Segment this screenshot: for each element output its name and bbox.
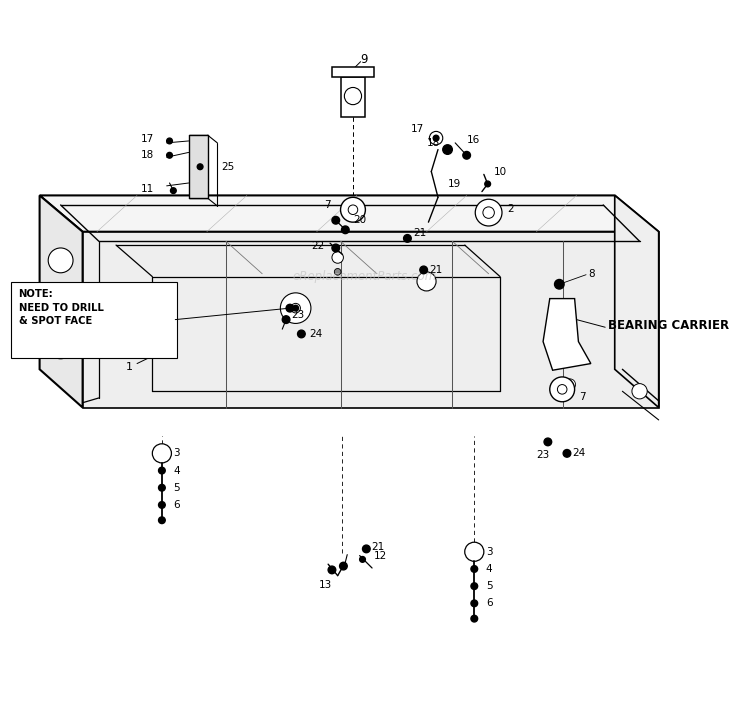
Circle shape	[430, 132, 442, 144]
Circle shape	[334, 268, 341, 275]
Circle shape	[166, 152, 172, 158]
Circle shape	[48, 248, 73, 273]
Text: BEARING CARRIER: BEARING CARRIER	[608, 319, 729, 332]
Circle shape	[362, 545, 370, 553]
Text: 25: 25	[221, 161, 234, 172]
Circle shape	[360, 556, 365, 562]
Text: eReplacementParts.com: eReplacementParts.com	[292, 270, 436, 283]
Circle shape	[417, 272, 436, 291]
Text: 13: 13	[319, 580, 332, 590]
Text: 23: 23	[291, 310, 304, 320]
Circle shape	[328, 566, 336, 573]
Text: 1: 1	[125, 362, 133, 372]
Text: 8: 8	[588, 269, 595, 279]
Circle shape	[152, 444, 172, 463]
Text: 16: 16	[466, 135, 480, 145]
Text: 2: 2	[508, 204, 515, 214]
Text: 10: 10	[494, 168, 506, 178]
Text: 22: 22	[311, 241, 324, 251]
Circle shape	[158, 517, 165, 524]
Text: 21: 21	[413, 228, 427, 238]
Text: 21: 21	[371, 542, 384, 552]
Polygon shape	[189, 135, 208, 198]
Circle shape	[48, 334, 73, 359]
Circle shape	[544, 438, 552, 446]
Text: 5: 5	[173, 483, 180, 493]
Text: 7: 7	[580, 392, 586, 402]
Circle shape	[292, 305, 298, 311]
Circle shape	[282, 316, 290, 324]
Text: 5: 5	[486, 581, 493, 591]
Circle shape	[557, 384, 567, 394]
Text: 9: 9	[361, 53, 368, 67]
Text: 11: 11	[141, 183, 154, 194]
Text: 18: 18	[427, 138, 439, 148]
Circle shape	[471, 583, 478, 590]
Circle shape	[340, 562, 347, 570]
Polygon shape	[615, 195, 658, 408]
Circle shape	[564, 309, 575, 321]
Text: 7: 7	[324, 200, 331, 210]
Polygon shape	[543, 299, 591, 370]
Circle shape	[433, 135, 439, 141]
Polygon shape	[40, 195, 82, 408]
Circle shape	[483, 207, 494, 218]
Circle shape	[420, 266, 428, 274]
Text: 19: 19	[448, 179, 460, 189]
Text: 23: 23	[536, 450, 550, 460]
Text: 17: 17	[411, 123, 424, 134]
Circle shape	[442, 144, 452, 154]
Text: 17: 17	[141, 134, 154, 144]
Circle shape	[158, 484, 165, 491]
Text: 3: 3	[486, 547, 493, 556]
Circle shape	[344, 88, 362, 105]
Text: 4: 4	[486, 564, 493, 574]
Circle shape	[564, 343, 575, 354]
Circle shape	[286, 304, 294, 312]
Text: NOTE:
NEED TO DRILL
& SPOT FACE: NOTE: NEED TO DRILL & SPOT FACE	[19, 289, 104, 326]
Circle shape	[484, 181, 490, 187]
Circle shape	[563, 450, 571, 457]
Circle shape	[332, 217, 340, 224]
Circle shape	[465, 542, 484, 561]
Circle shape	[471, 615, 478, 622]
Text: 24: 24	[309, 329, 322, 339]
Polygon shape	[340, 77, 365, 117]
Text: 20: 20	[353, 215, 366, 225]
Circle shape	[332, 244, 340, 252]
Circle shape	[471, 600, 478, 607]
Circle shape	[332, 252, 344, 263]
Text: 4: 4	[173, 466, 180, 476]
Text: 18: 18	[141, 150, 154, 160]
Circle shape	[340, 198, 365, 222]
Polygon shape	[82, 232, 658, 408]
Circle shape	[404, 234, 411, 242]
Circle shape	[158, 501, 165, 508]
Circle shape	[166, 138, 172, 144]
Text: 12: 12	[374, 551, 387, 561]
Circle shape	[554, 280, 564, 289]
Circle shape	[550, 377, 574, 401]
Circle shape	[197, 164, 203, 170]
Polygon shape	[332, 67, 374, 77]
Circle shape	[463, 152, 470, 159]
Circle shape	[632, 384, 647, 399]
Circle shape	[158, 467, 165, 474]
Circle shape	[298, 330, 305, 338]
Circle shape	[348, 205, 358, 215]
Circle shape	[280, 293, 311, 324]
Polygon shape	[40, 195, 658, 232]
Text: 6: 6	[486, 598, 493, 608]
Text: 6: 6	[173, 500, 180, 510]
Circle shape	[564, 379, 575, 390]
Circle shape	[471, 566, 478, 572]
Circle shape	[341, 226, 350, 234]
Circle shape	[291, 303, 301, 313]
Circle shape	[476, 199, 502, 226]
Circle shape	[170, 188, 176, 193]
FancyBboxPatch shape	[11, 282, 177, 358]
Text: 24: 24	[573, 448, 586, 458]
Text: 21: 21	[430, 265, 442, 275]
Text: 3: 3	[173, 448, 180, 458]
